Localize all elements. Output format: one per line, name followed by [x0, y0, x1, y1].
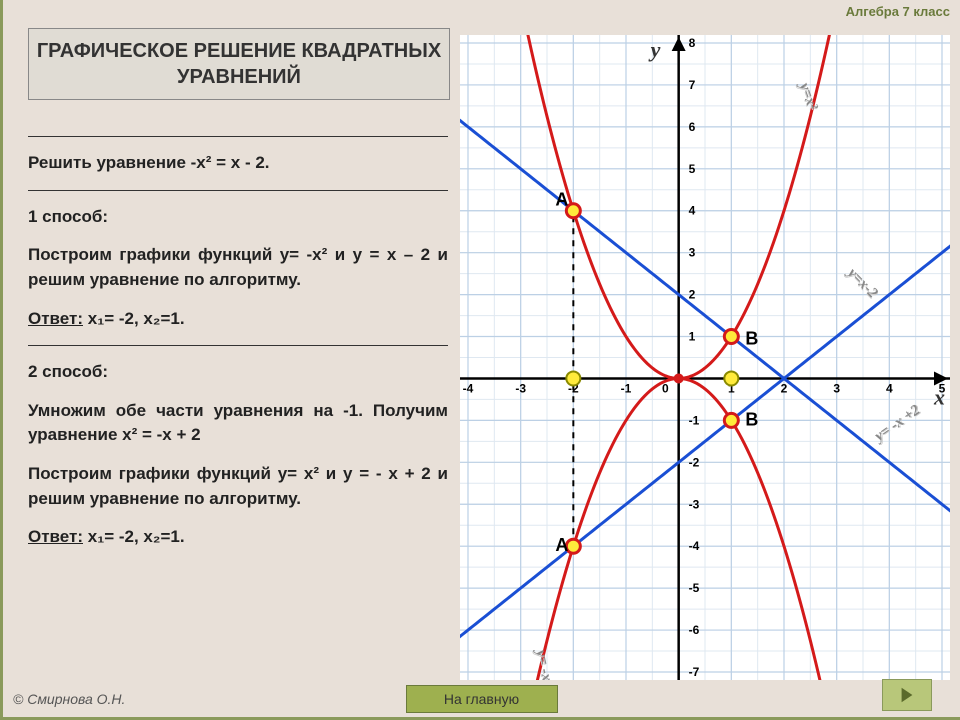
svg-text:B: B: [745, 409, 758, 429]
svg-text:A: A: [555, 535, 568, 555]
svg-text:3: 3: [833, 381, 840, 395]
svg-text:6: 6: [689, 120, 696, 134]
svg-text:4: 4: [689, 204, 696, 218]
svg-text:8: 8: [689, 36, 696, 50]
svg-text:-1: -1: [689, 413, 700, 427]
svg-text:1: 1: [689, 330, 696, 344]
svg-text:-3: -3: [515, 381, 526, 395]
svg-text:-3: -3: [689, 497, 700, 511]
method1-answer: Ответ: x₁= -2, x₂=1.: [28, 307, 448, 332]
svg-text:4: 4: [886, 381, 893, 395]
slide-title: ГРАФИЧЕСКОЕ РЕШЕНИЕ КВАДРАТНЫХ УРАВНЕНИЙ: [28, 28, 450, 100]
svg-text:2: 2: [781, 381, 788, 395]
svg-text:7: 7: [689, 78, 696, 92]
method2-body1: Умножим обе части уравнения на -1. Получ…: [28, 399, 448, 448]
svg-text:2: 2: [689, 288, 696, 302]
svg-text:B: B: [745, 329, 758, 349]
next-button[interactable]: [882, 679, 932, 711]
svg-text:-1: -1: [621, 381, 632, 395]
svg-text:-7: -7: [689, 665, 700, 679]
svg-text:3: 3: [689, 246, 696, 260]
svg-text:-5: -5: [689, 581, 700, 595]
chart: -4-3-2-112345-7-6-5-4-3-2-1123456780ABBA…: [460, 35, 950, 680]
svg-text:x: x: [933, 384, 945, 409]
svg-text:-4: -4: [689, 539, 700, 553]
svg-text:5: 5: [689, 162, 696, 176]
author-credit: © Смирнова О.Н.: [13, 691, 125, 707]
method1-label: 1 способ:: [28, 205, 448, 230]
method2-body2: Построим графики функций y= x² и y = - x…: [28, 462, 448, 511]
problem-text: Решить уравнение -x² = x - 2.: [28, 151, 448, 176]
svg-text:A: A: [555, 190, 568, 210]
method2-answer: Ответ: x₁= -2, x₂=1.: [28, 525, 448, 550]
play-icon: [898, 686, 916, 704]
svg-text:-2: -2: [689, 455, 700, 469]
home-button[interactable]: На главную: [406, 685, 558, 713]
method1-body: Построим графики функций y= -x² и y = x …: [28, 243, 448, 292]
svg-text:-6: -6: [689, 623, 700, 637]
text-column: Решить уравнение -x² = x - 2. 1 способ: …: [28, 130, 448, 564]
page: Алгебра 7 класс ГРАФИЧЕСКОЕ РЕШЕНИЕ КВАД…: [0, 0, 960, 720]
course-label: Алгебра 7 класс: [846, 4, 950, 19]
method2-label: 2 способ:: [28, 360, 448, 385]
svg-text:-4: -4: [463, 381, 474, 395]
